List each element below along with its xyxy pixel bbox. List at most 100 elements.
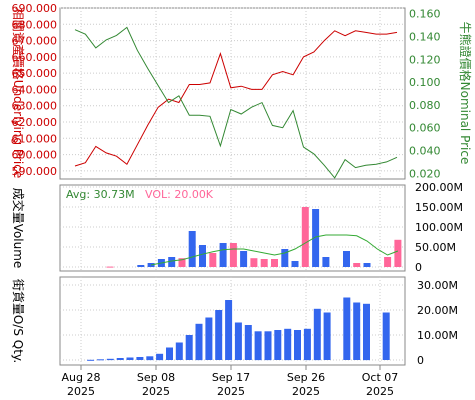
price-panel-frame — [59, 7, 406, 180]
os-qty-bar — [323, 312, 331, 360]
gridlines — [60, 7, 405, 365]
volume-bar — [199, 245, 206, 267]
nominal-price-line — [74, 26, 398, 179]
x-tick-label-year: 2025 — [366, 385, 394, 398]
volume-bar — [209, 253, 217, 267]
price-left-tick-label: 630.000 — [12, 100, 58, 113]
x-tick-label-date: Sep 26 — [287, 371, 325, 384]
x-tick-label-year: 2025 — [67, 385, 95, 398]
price-right-tick-label: 0.160 — [409, 8, 441, 21]
volume-bar — [219, 243, 227, 267]
x-tick-label-year: 2025 — [217, 385, 245, 398]
volume-bar — [394, 239, 402, 267]
price-left-tick-label: 650.000 — [12, 67, 58, 80]
price-left-tick-label: 690.000 — [12, 2, 58, 15]
volume-bar — [322, 257, 330, 267]
volume-bar — [353, 263, 361, 267]
os-qty-axis-label: 街貨量O/S Qty. — [11, 279, 26, 363]
volume-tick-label: 200.00M — [415, 181, 463, 194]
price-left-tick-label: 660.000 — [12, 51, 58, 64]
price-right-tick-label: 0.080 — [409, 99, 441, 112]
os-qty-tick-label: 20.00M — [417, 304, 458, 317]
os-qty-bar — [284, 328, 292, 361]
os-qty-bar — [225, 300, 233, 360]
price-left-tick-label: 640.000 — [12, 83, 58, 96]
x-tick-label-year: 2025 — [292, 385, 320, 398]
price-right-tick-label: 0.100 — [409, 76, 441, 89]
volume-bar — [291, 261, 299, 267]
volume-bar — [188, 231, 196, 267]
os-qty-bar — [146, 356, 154, 361]
volume-bar — [106, 266, 114, 268]
os-qty-bar — [106, 358, 114, 361]
price-right-ticks: 0.160 0.140 0.120 0.100 0.080 0.060 0.040 0.020 — [409, 8, 441, 181]
volume-bar — [178, 258, 186, 267]
os-qty-tick-label: 10.00M — [417, 329, 458, 342]
x-tick-label-year: 2025 — [142, 385, 170, 398]
price-left-ticks: 690.000 680.000 670.000 660.000 650.000 640.0… — [12, 2, 58, 178]
volume-tick-label: 0 — [415, 261, 422, 274]
os-qty-ticks: 30.00M 20.00M 10.00M 0 — [417, 279, 458, 367]
price-right-tick-label: 0.040 — [409, 145, 441, 158]
volume-legend-avg: Avg: 30.73M — [66, 188, 135, 201]
x-tick-label-date: Sep 08 — [137, 371, 175, 384]
price-right-tick-label: 0.020 — [409, 167, 441, 180]
os-qty-bar — [294, 330, 301, 360]
volume-bar — [250, 258, 258, 267]
os-qty-bar — [195, 323, 203, 361]
volume-bar — [229, 243, 237, 267]
price-right-tick-label: 0.140 — [409, 31, 441, 44]
price-left-tick-label: 620.000 — [12, 116, 58, 129]
os-qty-tick-label: 0 — [417, 354, 424, 367]
volume-axis-label: 成交量Volume — [11, 188, 26, 269]
os-qty-bar — [382, 312, 390, 360]
os-qty-bar — [234, 322, 242, 360]
volume-bar — [137, 265, 145, 267]
os-qty-bar — [156, 353, 164, 361]
volume-tick-label: 150.00M — [415, 201, 463, 214]
underlying-price-line — [74, 30, 398, 167]
volume-bar — [168, 257, 176, 267]
os-qty-bar — [126, 357, 134, 360]
volume-bar — [260, 259, 268, 267]
price-right-tick-label: 0.120 — [409, 53, 441, 66]
volume-tick-label: 50.00M — [415, 241, 456, 254]
os-qty-bar — [87, 359, 95, 361]
x-tick-label-date: Aug 28 — [62, 371, 101, 384]
volume-bars — [106, 207, 402, 268]
x-tick-label-date: Sep 17 — [212, 371, 250, 384]
os-qty-bar — [343, 297, 351, 360]
price-lines — [74, 26, 398, 179]
x-tick-label-date: Oct 07 — [362, 371, 399, 384]
price-right-tick-label: 0.060 — [409, 122, 441, 135]
volume-ticks: 200.00M 150.00M 100.00M 50.00M 0 — [415, 181, 463, 274]
price-left-tick-label: 610.000 — [12, 132, 58, 145]
volume-bar — [240, 251, 248, 267]
os-qty-bar — [303, 328, 311, 361]
os-qty-bar — [97, 359, 104, 361]
os-qty-bar — [363, 303, 370, 361]
os-qty-bar — [116, 358, 124, 360]
os-qty-bar — [185, 335, 193, 360]
volume-bar — [312, 209, 320, 267]
volume-bar — [281, 249, 289, 267]
volume-bar — [363, 263, 371, 267]
volume-bar — [301, 207, 309, 267]
volume-average-line — [151, 234, 399, 266]
price-left-tick-label: 680.000 — [12, 18, 58, 31]
os-qty-bar — [254, 331, 262, 361]
volume-tick-label: 100.00M — [415, 221, 463, 234]
os-qty-bar — [205, 317, 213, 360]
os-qty-bar — [136, 357, 144, 360]
os-qty-bar — [264, 331, 272, 361]
os-qty-bar — [175, 342, 183, 360]
volume-bar — [343, 251, 350, 267]
price-left-tick-label: 600.000 — [12, 149, 58, 162]
os-qty-tick-label: 30.00M — [417, 279, 458, 292]
os-qty-bar — [274, 330, 282, 360]
os-qty-bar — [244, 325, 252, 360]
os-qty-bar — [313, 308, 321, 361]
